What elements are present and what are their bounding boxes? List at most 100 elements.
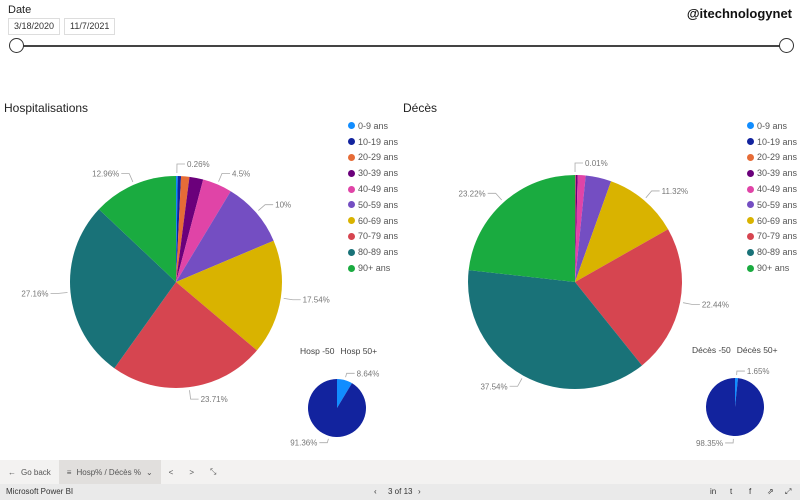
- legend-dot-icon: [747, 217, 754, 225]
- pie-slice-3-1[interactable]: [705, 378, 764, 436]
- legend-label: 80-89 ans: [757, 247, 798, 258]
- expand-icon[interactable]: ⤢: [785, 487, 792, 496]
- data-label: 37.54%: [480, 382, 507, 391]
- legend-item[interactable]: 0-9 ans: [747, 118, 797, 134]
- pie-slice-0-4[interactable]: [176, 179, 231, 282]
- legend-dot-icon: [348, 248, 355, 256]
- legend-label: 10-19 ans: [358, 136, 399, 147]
- report-nav-bar: ← Go back ≡ Hosp% / Décès % ⌄ < > ⤡: [0, 460, 800, 484]
- legend-item[interactable]: 10-19 ans: [747, 134, 797, 150]
- legend-item[interactable]: 10-19 ans: [348, 134, 398, 150]
- pie-slice-2-1[interactable]: [307, 379, 367, 437]
- data-label: 11.32%: [662, 187, 689, 196]
- pie-slice-1-5[interactable]: [575, 175, 612, 282]
- facebook-icon[interactable]: f: [749, 487, 752, 496]
- pie-slice-1-7[interactable]: [575, 229, 682, 366]
- legend-item[interactable]: 90+ ans: [747, 260, 797, 276]
- pie-slice-0-9[interactable]: [98, 176, 176, 282]
- pie-slice-0-2[interactable]: [176, 176, 190, 282]
- legend-dot-icon: [747, 138, 754, 146]
- deces-split-legend: Décès -50 Décès 50+: [689, 345, 778, 355]
- legend-dot-icon: [747, 264, 754, 272]
- pie-slice-1-4[interactable]: [575, 175, 586, 282]
- pie-slice-0-0[interactable]: [176, 176, 178, 282]
- legend-item[interactable]: 80-89 ans: [747, 244, 797, 260]
- pie-slice-0-5[interactable]: [176, 191, 274, 282]
- legend-dot-icon: [747, 185, 754, 193]
- hosp-split-legend: Hosp -50 Hosp 50+: [297, 346, 377, 356]
- legend-item[interactable]: 80-89 ans: [348, 244, 398, 260]
- leader-line: [574, 162, 584, 173]
- legend-item[interactable]: Décès 50+: [734, 345, 778, 355]
- end-date-input[interactable]: 11/7/2021: [64, 18, 116, 35]
- legend-dot-icon: [348, 185, 355, 193]
- legend-item[interactable]: 20-29 ans: [348, 150, 398, 166]
- pie-slice-1-9[interactable]: [468, 174, 575, 282]
- legend-label: 60-69 ans: [757, 215, 798, 226]
- prev-page-icon[interactable]: ‹: [374, 487, 377, 496]
- slider-end-handle[interactable]: [779, 38, 794, 53]
- linkedin-icon[interactable]: in: [710, 487, 717, 496]
- pie-slice-1-6[interactable]: [575, 181, 669, 282]
- share-icon[interactable]: ⇗: [767, 487, 774, 496]
- legend-item[interactable]: 50-59 ans: [747, 197, 797, 213]
- pie-slice-1-3[interactable]: [575, 175, 578, 282]
- legend-item[interactable]: 40-49 ans: [348, 181, 398, 197]
- legend-item[interactable]: 90+ ans: [348, 260, 398, 276]
- pie-slice-0-6[interactable]: [176, 240, 282, 351]
- legend-item[interactable]: 70-79 ans: [747, 229, 797, 245]
- list-icon: ≡: [66, 467, 72, 477]
- twitter-icon[interactable]: t: [730, 487, 733, 496]
- pie-slice-0-3[interactable]: [176, 176, 204, 282]
- leader-line: [218, 172, 231, 182]
- leader-line: [682, 302, 700, 305]
- next-page-icon[interactable]: ›: [418, 487, 421, 496]
- legend-item[interactable]: 30-39 ans: [348, 165, 398, 181]
- legend-item[interactable]: 40-49 ans: [747, 181, 797, 197]
- legend-item[interactable]: Hosp 50+: [338, 346, 378, 356]
- data-label: 4.5%: [232, 169, 250, 178]
- pie-slice-2-0[interactable]: [337, 379, 352, 408]
- fullscreen-icon[interactable]: ⤡: [209, 467, 217, 476]
- data-label: 91.36%: [290, 439, 317, 448]
- data-label: 1.65%: [747, 367, 770, 376]
- pie-slice-3-0[interactable]: [735, 378, 739, 407]
- legend-item[interactable]: Décès -50: [689, 345, 731, 355]
- pie-slice-0-8[interactable]: [69, 209, 176, 369]
- legend-item[interactable]: 60-69 ans: [348, 213, 398, 229]
- leader-line: [176, 163, 185, 174]
- legend-dot-icon: [348, 153, 355, 161]
- slider-start-handle[interactable]: [9, 38, 24, 53]
- legend-dot-icon: [747, 201, 754, 209]
- leader-line: [725, 438, 734, 444]
- arrow-left-icon: ←: [8, 467, 16, 477]
- legend-item[interactable]: Hosp -50: [297, 346, 335, 356]
- leader-line: [509, 378, 523, 387]
- leader-line: [645, 190, 660, 199]
- pie-slice-0-1[interactable]: [176, 176, 182, 282]
- next-page-button[interactable]: >: [189, 467, 194, 477]
- legend-label: 30-39 ans: [757, 168, 798, 179]
- legend-item[interactable]: 50-59 ans: [348, 197, 398, 213]
- legend-item[interactable]: 0-9 ans: [348, 118, 398, 134]
- legend-item[interactable]: 20-29 ans: [747, 150, 797, 166]
- legend-dot-icon: [747, 169, 754, 177]
- legend-dot-icon: [348, 122, 355, 130]
- deces-legend: 0-9 ans 10-19 ans 20-29 ans 30-39 ans 40-49 …: [747, 118, 797, 276]
- pie-slice-0-7[interactable]: [114, 282, 257, 389]
- legend-item[interactable]: 70-79 ans: [348, 229, 398, 245]
- legend-item[interactable]: 60-69 ans: [747, 213, 797, 229]
- leader-line: [487, 192, 502, 201]
- legend-dot-icon: [348, 264, 355, 272]
- date-slider-track[interactable]: [17, 45, 787, 47]
- prev-page-button[interactable]: <: [168, 467, 174, 477]
- pie-slice-1-2[interactable]: [575, 175, 576, 282]
- start-date-input[interactable]: 3/18/2020: [8, 18, 61, 35]
- legend-label: 90+ ans: [757, 263, 790, 274]
- page-selector[interactable]: ≡ Hosp% / Décès % ⌄: [58, 460, 161, 484]
- pie-slice-1-8[interactable]: [467, 270, 642, 389]
- legend-label: 20-29 ans: [757, 152, 798, 163]
- legend-item[interactable]: 30-39 ans: [747, 165, 797, 181]
- go-back-button[interactable]: ← Go back: [0, 460, 59, 484]
- leader-line: [189, 390, 199, 400]
